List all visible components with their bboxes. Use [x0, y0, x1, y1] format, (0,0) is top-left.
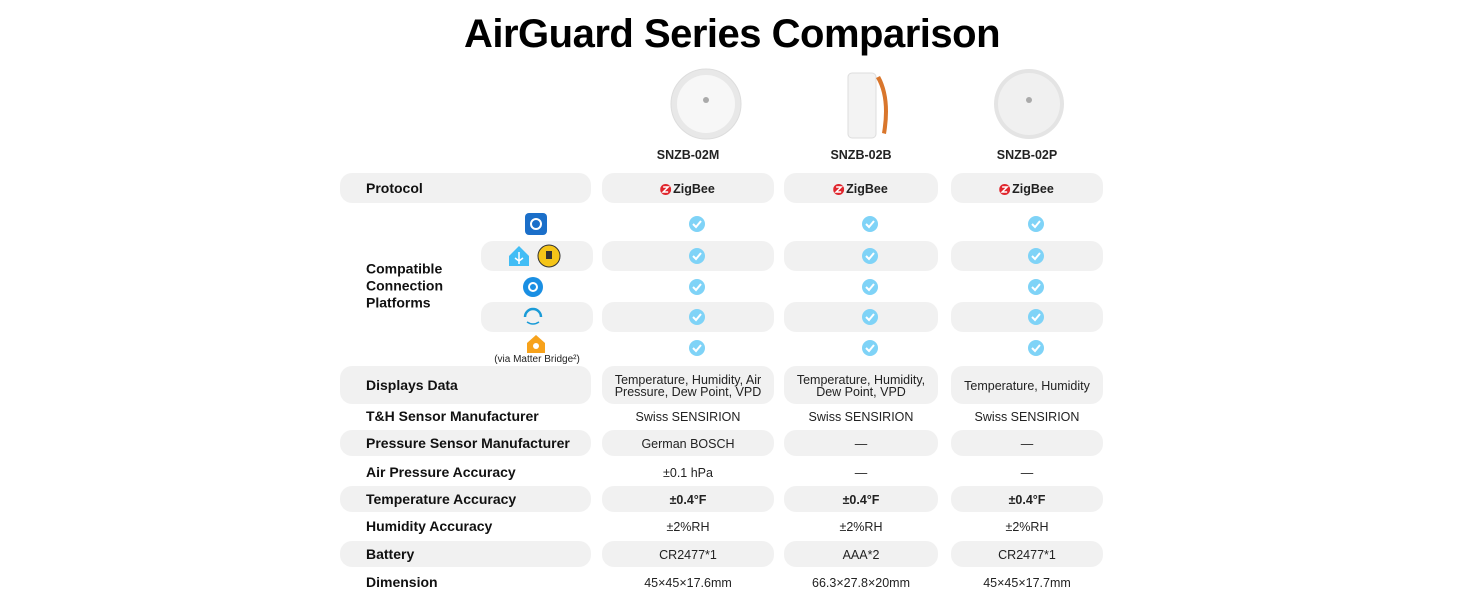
cell-value: ±0.4°F	[842, 493, 880, 507]
cell-value: —	[854, 466, 868, 480]
cell-bg	[602, 486, 774, 512]
cell-value: —	[854, 437, 868, 451]
zigbee-logo	[660, 184, 672, 195]
cell-bg	[951, 302, 1103, 332]
platform-icon	[862, 340, 878, 356]
row-label: Air Pressure Accuracy	[366, 464, 516, 480]
cell-bg	[951, 241, 1103, 271]
row-label: Displays Data	[366, 377, 458, 393]
platform-note: (via Matter Bridge²)	[494, 354, 580, 365]
platform-icon	[509, 246, 529, 266]
cell-bg	[784, 541, 938, 567]
cell-bg	[784, 241, 938, 271]
platform-icon	[523, 277, 543, 297]
zigbee-logo	[833, 184, 845, 195]
platform-icon	[523, 307, 543, 325]
cell-value: —	[1020, 437, 1034, 451]
platform-icon	[527, 335, 545, 353]
product-images	[670, 68, 1064, 140]
platform-icon	[537, 244, 561, 268]
zigbee-logo	[999, 184, 1011, 195]
cell-value: 45×45×17.6mm	[644, 576, 732, 590]
platform-icon	[1028, 340, 1044, 356]
row-label: Humidity Accuracy	[366, 518, 493, 534]
cell-value: ±2%RH	[839, 520, 883, 534]
cell-bg	[602, 173, 774, 203]
cell-bg	[784, 302, 938, 332]
cell-value: Temperature, Humidity	[964, 379, 1090, 393]
row-label: Pressure Sensor Manufacturer	[366, 435, 570, 451]
cell-value: ±0.4°F	[669, 493, 707, 507]
cell-bg	[951, 541, 1103, 567]
cell-bg	[951, 173, 1103, 203]
cell-bg	[602, 366, 774, 404]
platform-icon	[689, 340, 705, 356]
cell-value: Temperature, Humidity, Air Pressure, Dew…	[614, 373, 762, 399]
cell-value: ±2%RH	[666, 520, 710, 534]
protocol-value: ZigBee	[833, 183, 888, 195]
platform-icon	[862, 279, 878, 295]
cell-bg	[784, 486, 938, 512]
platform-icon	[862, 309, 878, 325]
cell-bg	[784, 366, 938, 404]
cell-bg	[784, 430, 938, 456]
cell-value: CR2477*1	[998, 548, 1056, 562]
row-bg	[340, 486, 591, 512]
platform-icon	[689, 248, 705, 264]
cell-value: ±0.1 hPa	[663, 466, 713, 480]
platform-icon	[862, 248, 878, 264]
cell-value: German BOSCH	[641, 437, 735, 451]
row-bg	[340, 430, 591, 456]
cell-bg	[602, 541, 774, 567]
product-name: SNZB-02M	[656, 148, 720, 162]
cell-value: ±2%RH	[1005, 520, 1049, 534]
platform-icon	[525, 213, 547, 235]
row-label: Battery	[366, 546, 415, 562]
cell-value: CR2477*1	[659, 548, 717, 562]
platform-icon	[1028, 279, 1044, 295]
platform-icon	[689, 279, 705, 295]
row-label: T&H Sensor Manufacturer	[366, 408, 539, 424]
cell-bg	[951, 486, 1103, 512]
row-bg	[340, 541, 591, 567]
row-label: Temperature Accuracy	[366, 491, 517, 507]
row-bg	[340, 173, 591, 203]
cell-value: 66.3×27.8×20mm	[812, 576, 910, 590]
platform-icon	[689, 309, 705, 325]
cell-bg	[602, 302, 774, 332]
cell-bg	[784, 173, 938, 203]
cell-bg	[602, 430, 774, 456]
cell-value: AAA*2	[842, 548, 880, 562]
cell-bg	[602, 241, 774, 271]
platform-icon	[862, 216, 878, 232]
cell-value: Temperature, Humidity, Dew Point, VPD	[796, 373, 926, 399]
row-label: Compatible Connection Platforms	[366, 260, 443, 311]
row-label: Protocol	[366, 180, 423, 196]
product-name: SNZB-02P	[996, 148, 1058, 162]
icon-bg	[481, 302, 593, 332]
row-bg	[340, 366, 591, 404]
cell-value: Swiss SENSIRION	[808, 410, 914, 424]
platform-icon	[1028, 216, 1044, 232]
title: AirGuard Series Comparison	[463, 12, 1001, 56]
cell-value: —	[1020, 466, 1034, 480]
protocol-value: ZigBee	[999, 183, 1054, 195]
platform-icon	[689, 216, 705, 232]
platform-icon	[1028, 309, 1044, 325]
row-label: Dimension	[366, 574, 438, 590]
cell-bg	[951, 366, 1103, 404]
cell-bg	[951, 430, 1103, 456]
product-name: SNZB-02B	[830, 148, 892, 162]
cell-value: 45×45×17.7mm	[983, 576, 1071, 590]
cell-value: Swiss SENSIRION	[635, 410, 741, 424]
cell-value: Swiss SENSIRION	[974, 410, 1080, 424]
platform-icon	[1028, 248, 1044, 264]
icon-bg	[481, 241, 593, 271]
cell-value: ±0.4°F	[1008, 493, 1046, 507]
protocol-value: ZigBee	[660, 183, 715, 195]
